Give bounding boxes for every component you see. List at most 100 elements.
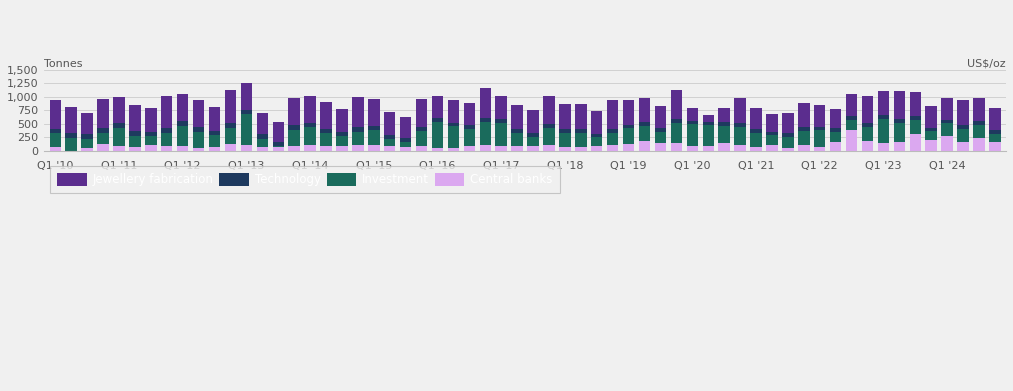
Bar — [464, 129, 475, 146]
Bar — [751, 129, 762, 133]
Bar — [782, 133, 793, 137]
Bar — [113, 128, 125, 146]
Bar — [751, 108, 762, 129]
Bar — [464, 146, 475, 151]
Bar — [304, 145, 316, 151]
Bar — [464, 125, 475, 129]
Bar — [495, 123, 506, 146]
Bar — [66, 133, 77, 138]
Bar — [304, 123, 316, 127]
Bar — [702, 146, 714, 151]
Bar — [177, 126, 188, 146]
Bar — [416, 99, 427, 127]
Bar — [209, 131, 220, 135]
Bar — [192, 127, 205, 132]
Bar — [432, 96, 444, 118]
Bar — [272, 122, 284, 142]
Bar — [353, 97, 364, 127]
Bar — [209, 107, 220, 131]
Text: Tonnes: Tonnes — [45, 59, 83, 69]
Bar — [241, 145, 252, 151]
Bar — [336, 109, 347, 132]
Bar — [543, 145, 555, 151]
Bar — [639, 97, 650, 122]
Bar — [814, 105, 826, 127]
Bar — [192, 132, 205, 148]
Bar — [528, 147, 539, 151]
Bar — [177, 94, 188, 122]
Bar — [989, 108, 1001, 130]
Bar — [830, 128, 842, 132]
Bar — [591, 133, 603, 137]
Bar — [957, 125, 968, 129]
Bar — [877, 119, 889, 143]
Bar — [591, 146, 603, 151]
Bar — [846, 120, 857, 130]
Bar — [272, 146, 284, 147]
Bar — [225, 123, 236, 128]
Bar — [97, 133, 108, 144]
Bar — [575, 129, 587, 133]
Bar — [910, 120, 921, 134]
Bar — [814, 131, 826, 147]
Bar — [766, 114, 778, 132]
Bar — [607, 133, 618, 145]
Bar — [957, 100, 968, 125]
Bar — [432, 122, 444, 149]
Bar — [416, 131, 427, 146]
Bar — [256, 113, 268, 135]
Bar — [336, 132, 347, 136]
Bar — [161, 133, 172, 147]
Bar — [177, 146, 188, 151]
Bar — [989, 134, 1001, 142]
Bar — [81, 135, 93, 139]
Bar — [877, 115, 889, 119]
Bar — [893, 91, 905, 119]
Bar — [66, 107, 77, 133]
Bar — [66, 138, 77, 151]
Bar — [528, 133, 539, 137]
Bar — [241, 115, 252, 145]
Bar — [448, 126, 459, 148]
Bar — [512, 104, 523, 129]
Bar — [256, 139, 268, 147]
Bar — [400, 142, 411, 147]
Bar — [384, 146, 395, 151]
Bar — [734, 145, 746, 151]
Bar — [623, 100, 634, 125]
Bar — [161, 147, 172, 151]
Bar — [384, 139, 395, 146]
Bar — [607, 129, 618, 133]
Bar — [623, 125, 634, 128]
Bar — [957, 142, 968, 151]
Bar — [97, 99, 108, 127]
Bar — [654, 128, 667, 132]
Bar — [877, 91, 889, 115]
Bar — [559, 129, 570, 133]
Bar — [623, 144, 634, 151]
Bar — [543, 127, 555, 145]
Bar — [353, 127, 364, 132]
Bar — [639, 126, 650, 141]
Bar — [782, 113, 793, 133]
Bar — [384, 112, 395, 135]
Bar — [320, 145, 331, 151]
Bar — [289, 130, 300, 146]
Bar — [416, 146, 427, 151]
Bar — [591, 137, 603, 146]
Bar — [50, 147, 61, 151]
Bar — [575, 147, 587, 151]
Bar — [893, 119, 905, 123]
Bar — [926, 140, 937, 151]
Bar — [702, 115, 714, 122]
Bar — [718, 126, 730, 143]
Bar — [623, 128, 634, 144]
Bar — [702, 122, 714, 126]
Bar — [766, 135, 778, 145]
Bar — [353, 132, 364, 145]
Bar — [512, 129, 523, 133]
Bar — [161, 96, 172, 128]
Bar — [495, 96, 506, 120]
Bar — [479, 88, 491, 118]
Bar — [368, 145, 380, 151]
